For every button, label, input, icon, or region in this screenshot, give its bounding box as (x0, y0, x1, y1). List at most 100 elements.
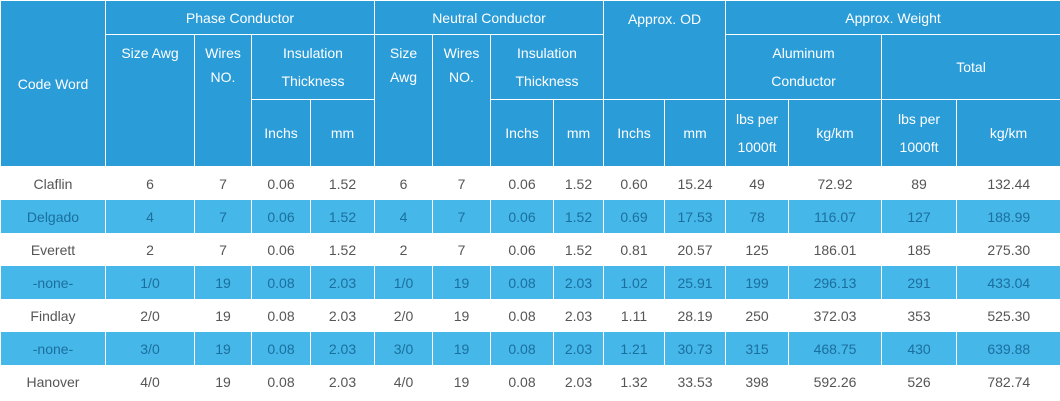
cell-al-lbs: 78 (725, 200, 789, 233)
cell-od-mm: 33.53 (663, 365, 726, 398)
cell-total-lbs: 291 (881, 266, 957, 299)
header-total-lbs: lbs per 1000ft (881, 99, 958, 167)
cell-al-kgkm: 296.13 (788, 266, 882, 299)
cell-total-kgkm: 188.99 (956, 200, 1060, 233)
cell-total-lbs: 526 (881, 365, 957, 398)
header-phase-insulation: Insulation Thickness (251, 34, 375, 100)
cell-code-word: Findlay (0, 299, 106, 332)
cell-phase-size: 4 (105, 200, 195, 233)
cell-total-lbs: 185 (881, 233, 957, 266)
header-total: Total (881, 34, 1060, 100)
header-phase-size-awg: Size Awg (105, 34, 195, 167)
cell-phase-ins-mm: 2.03 (310, 332, 375, 365)
cell-total-lbs: 127 (881, 200, 957, 233)
cell-neutral-size: 4 (374, 200, 433, 233)
cell-phase-ins-mm: 1.52 (310, 166, 375, 200)
cell-al-lbs: 49 (725, 166, 789, 200)
header-neutral-mm: mm (553, 99, 604, 167)
header-aluminum-lbs-per: lbs per (736, 111, 779, 127)
header-phase-conductor: Phase Conductor (105, 0, 375, 35)
cell-od-in: 1.32 (603, 365, 665, 398)
header-neutral-thickness-label: Thickness (515, 73, 579, 89)
cell-od-mm: 17.53 (663, 200, 726, 233)
cell-neutral-size: 2/0 (374, 299, 433, 332)
header-phase-wires: Wires NO. (194, 34, 252, 167)
cell-phase-size: 1/0 (105, 266, 195, 299)
header-aluminum-label: Aluminum (772, 45, 835, 61)
header-phase-thickness-label: Thickness (281, 73, 345, 89)
cell-phase-wires: 7 (194, 200, 252, 233)
cell-phase-ins-mm: 1.52 (310, 233, 375, 266)
cell-neutral-size: 4/0 (374, 365, 433, 398)
header-neutral-insulation: Insulation Thickness (490, 34, 604, 100)
cell-total-kgkm: 525.30 (956, 299, 1060, 332)
cell-al-lbs: 125 (725, 233, 789, 266)
table-row: -none- 3/0 19 0.08 2.03 3/0 19 0.08 2.03… (0, 332, 1060, 365)
cell-neutral-ins-mm: 1.52 (553, 166, 604, 200)
cell-neutral-wires: 7 (432, 166, 491, 200)
header-od-mm: mm (663, 99, 727, 167)
cell-phase-ins-in: 0.08 (251, 365, 311, 398)
cell-neutral-ins-in: 0.06 (490, 233, 554, 266)
header-phase-insulation-label: Insulation (283, 45, 343, 61)
cell-al-kgkm: 372.03 (788, 299, 882, 332)
cell-od-in: 0.60 (603, 166, 665, 200)
cell-phase-wires: 19 (194, 266, 252, 299)
cell-total-kgkm: 433.04 (956, 266, 1060, 299)
cell-od-mm: 15.24 (663, 166, 726, 200)
cell-al-kgkm: 186.01 (788, 233, 882, 266)
cell-neutral-wires: 19 (432, 266, 491, 299)
cell-neutral-ins-in: 0.08 (490, 266, 554, 299)
cell-neutral-ins-mm: 2.03 (553, 332, 604, 365)
cell-al-lbs: 250 (725, 299, 789, 332)
cell-phase-ins-in: 0.08 (251, 266, 311, 299)
cell-phase-ins-in: 0.08 (251, 299, 311, 332)
header-phase-wires-label: Wires (205, 45, 241, 61)
cell-total-kgkm: 782.74 (956, 365, 1060, 398)
cell-neutral-ins-mm: 1.52 (553, 200, 604, 233)
cell-total-kgkm: 132.44 (956, 166, 1060, 200)
header-total-kgkm: kg/km (956, 99, 1060, 167)
cell-neutral-ins-in: 0.08 (490, 299, 554, 332)
cell-od-in: 0.69 (603, 200, 665, 233)
cell-phase-size: 2 (105, 233, 195, 266)
cell-od-mm: 30.73 (663, 332, 726, 365)
header-total-1000ft: 1000ft (899, 139, 939, 155)
header-phase-mm: mm (310, 99, 375, 167)
cell-od-in: 0.81 (603, 233, 665, 266)
cell-total-lbs: 89 (881, 166, 957, 200)
cell-neutral-size: 2 (374, 233, 433, 266)
header-code-word: Code Word (0, 0, 106, 167)
cell-neutral-size: 1/0 (374, 266, 433, 299)
header-neutral-size-label: Size (389, 45, 418, 61)
cell-phase-ins-mm: 1.52 (310, 200, 375, 233)
header-neutral-wires: Wires NO. (432, 34, 491, 167)
cell-phase-size: 2/0 (105, 299, 195, 332)
cell-neutral-size: 3/0 (374, 332, 433, 365)
cell-phase-wires: 19 (194, 332, 252, 365)
cell-phase-ins-in: 0.06 (251, 200, 311, 233)
table-body: Claflin 6 7 0.06 1.52 6 7 0.06 1.52 0.60… (0, 166, 1060, 398)
cell-al-lbs: 199 (725, 266, 789, 299)
header-aluminum-kgkm: kg/km (788, 99, 883, 167)
header-neutral-insulation-label: Insulation (517, 45, 577, 61)
cell-code-word: Claflin (0, 166, 106, 200)
cell-neutral-wires: 7 (432, 233, 491, 266)
cell-neutral-ins-mm: 1.52 (553, 233, 604, 266)
cell-total-lbs: 430 (881, 332, 957, 365)
header-phase-inchs: Inchs (251, 99, 311, 167)
table-row: Claflin 6 7 0.06 1.52 6 7 0.06 1.52 0.60… (0, 166, 1060, 200)
cell-neutral-wires: 19 (432, 332, 491, 365)
cell-phase-wires: 19 (194, 365, 252, 398)
table-row: -none- 1/0 19 0.08 2.03 1/0 19 0.08 2.03… (0, 266, 1060, 299)
header-neutral-wires-label: Wires (443, 45, 480, 61)
cell-od-in: 1.02 (603, 266, 665, 299)
cell-neutral-ins-in: 0.06 (490, 166, 554, 200)
cell-phase-size: 4/0 (105, 365, 195, 398)
header-neutral-wires-no: NO. (449, 69, 474, 85)
header-neutral-size-awg: Size Awg (374, 34, 433, 167)
cell-al-lbs: 315 (725, 332, 789, 365)
cell-od-mm: 25.91 (663, 266, 726, 299)
header-aluminum-1000ft: 1000ft (737, 139, 777, 155)
cell-phase-ins-in: 0.08 (251, 332, 311, 365)
